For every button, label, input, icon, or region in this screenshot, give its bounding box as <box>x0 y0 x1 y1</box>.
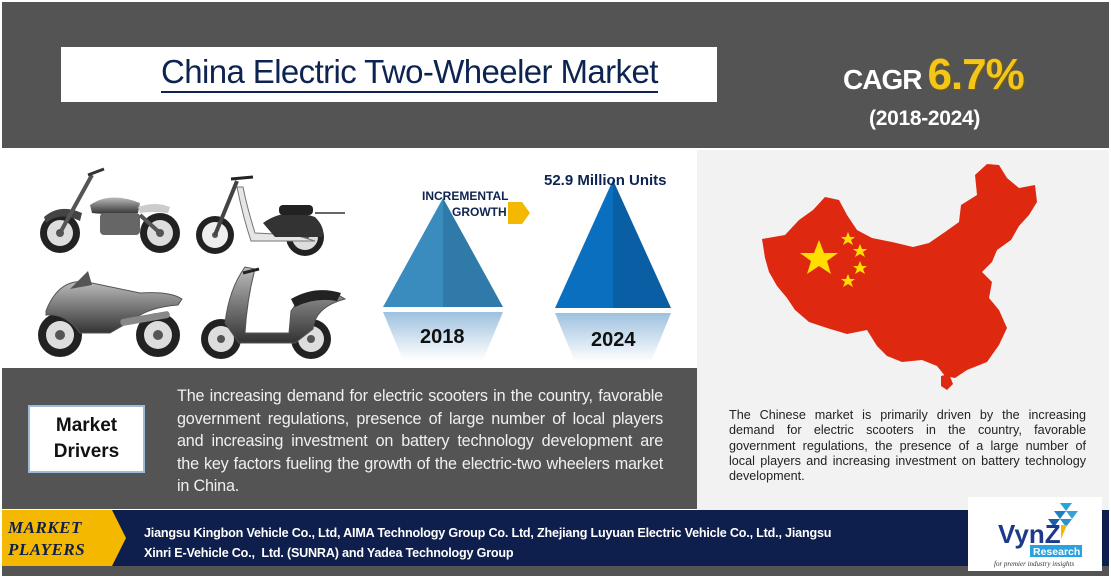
growth-arrow-icon <box>508 202 530 224</box>
cruiser-motorcycle-icon <box>40 167 180 253</box>
map-description: The Chinese market is primarily driven b… <box>729 408 1086 484</box>
players-tag-shape <box>2 510 126 566</box>
value-2024-label: 52.9 Million Units <box>544 172 667 189</box>
drivers-label-1: Market <box>55 415 118 436</box>
players-label-1: MARKET <box>8 518 82 537</box>
reflection-2024 <box>555 313 671 362</box>
year-2018-label: 2018 <box>420 326 465 348</box>
year-2024-label: 2024 <box>591 329 636 351</box>
cagr-period: (2018-2024) <box>869 107 981 130</box>
growth-visual: INCREMENTAL GROWTH 52.9 Million Units 20… <box>370 150 698 365</box>
vehicle-images <box>20 155 360 360</box>
players-list: Jiangsu Kingbon Vehicle Co., Ltd, AIMA T… <box>144 523 944 563</box>
players-band <box>2 510 1109 566</box>
vynz-logo: VynZ Research for premier industry insig… <box>968 497 1102 571</box>
players-list-line-2: Xinri E-Vehicle Co., Ltd. (SUNRA) and Ya… <box>144 546 514 560</box>
sport-motorcycle-icon <box>38 271 183 357</box>
cagr-block: CAGR 6.7% <box>843 50 1025 100</box>
reflection-2018 <box>383 312 503 360</box>
players-bottom-strip <box>2 566 1109 576</box>
step-through-scooter-icon <box>201 266 347 359</box>
players-label: MARKET PLAYERS <box>8 517 85 561</box>
drivers-description: The increasing demand for electric scoot… <box>177 387 663 495</box>
pyramid-2024-right <box>613 180 671 308</box>
title-box: China Electric Two-Wheeler Market <box>61 47 717 102</box>
pyramid-2018-right <box>443 198 503 307</box>
moped-scooter-icon <box>196 175 345 256</box>
incremental-label-2: GROWTH <box>452 205 507 219</box>
drivers-label-2: Drivers <box>53 441 120 462</box>
drivers-label-box: Market Drivers <box>28 405 145 473</box>
incremental-label-1: INCREMENTAL <box>422 189 509 203</box>
players-list-line-1: Jiangsu Kingbon Vehicle Co., Ltd, AIMA T… <box>144 526 832 540</box>
china-map-icon <box>762 164 1037 390</box>
cagr-value: 6.7% <box>927 50 1024 99</box>
page-title: China Electric Two-Wheeler Market <box>161 53 658 93</box>
map-panel <box>697 150 1109 510</box>
logo-brand: VynZ <box>998 519 1061 549</box>
pyramid-2024-left <box>555 180 613 308</box>
logo-tagline: for premier industry insights <box>994 560 1074 568</box>
logo-sub: Research <box>1033 546 1080 558</box>
pyramid-chart <box>383 180 671 362</box>
logo-arrow-icon <box>1048 503 1078 527</box>
cagr-label: CAGR <box>843 64 922 95</box>
players-label-2: PLAYERS <box>8 540 86 559</box>
pyramid-2018-left <box>383 198 443 307</box>
